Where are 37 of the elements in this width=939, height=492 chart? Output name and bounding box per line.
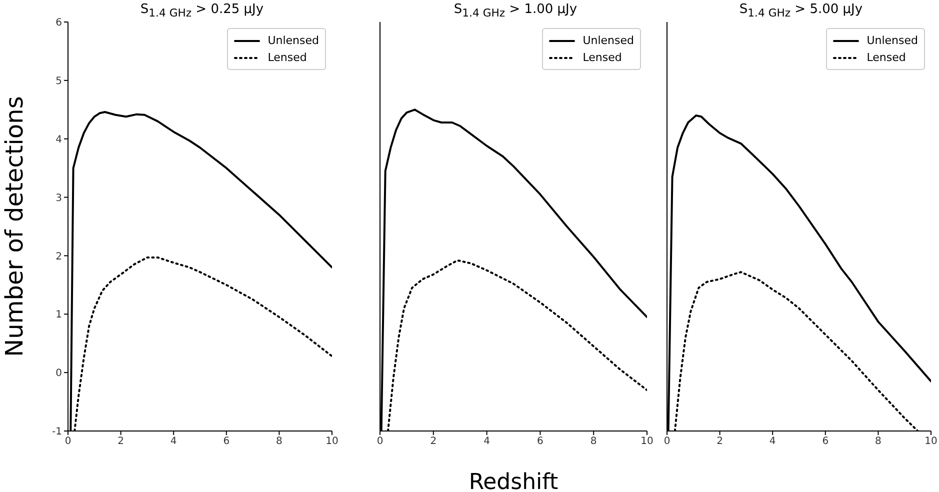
x-tick-label: 8	[875, 436, 882, 448]
y-axis-title: Number of detections	[0, 96, 29, 357]
legend-label: Lensed	[268, 50, 307, 66]
x-tick-label: 0	[664, 436, 670, 448]
x-tick-label: 4	[170, 436, 177, 448]
y-tick-label: 5	[56, 76, 62, 87]
x-tick-label: 2	[430, 436, 437, 448]
x-tick-label: 4	[769, 436, 776, 448]
x-tick-label: 10	[640, 436, 654, 448]
x-tick-label: 10	[326, 436, 338, 448]
y-tick-label: 3	[56, 192, 62, 204]
y-tick-label: 0	[56, 368, 62, 380]
legend-label: Lensed	[582, 50, 622, 66]
x-tick-label: 2	[118, 436, 124, 448]
y-tick-label: 4	[56, 134, 62, 146]
x-axis-title: Redshift	[468, 470, 559, 492]
x-tick-label: 8	[276, 436, 282, 448]
legend-label: Unlensed	[268, 33, 319, 49]
y-tick-label: -1	[52, 426, 62, 438]
chart-title: S$_{1.4 GHz}$ > 5.00 μJy	[738, 2, 864, 20]
x-tick-label: 2	[716, 436, 723, 448]
x-tick-label: 6	[223, 436, 230, 448]
y-tick-label: 1	[56, 310, 62, 321]
x-tick-label: 6	[822, 436, 829, 448]
y-tick-label: 6	[56, 18, 62, 29]
legend-label: Unlensed	[582, 33, 634, 49]
x-tick-label: 10	[924, 436, 938, 448]
x-tick-label: 8	[590, 436, 597, 448]
legend-label: Unlensed	[866, 33, 918, 49]
y-tick-label: 2	[56, 251, 62, 262]
legend-label: Lensed	[866, 50, 906, 66]
chart-title: S$_{1.4 GHz}$ > 0.25 μJy	[139, 2, 265, 20]
x-tick-label: 4	[484, 436, 490, 448]
x-tick-label: 0	[64, 436, 72, 448]
chart-title: S$_{1.4 GHz}$ > 1.00 μJy	[452, 2, 578, 20]
x-tick-label: 0	[376, 436, 384, 448]
x-tick-label: 6	[537, 436, 544, 448]
